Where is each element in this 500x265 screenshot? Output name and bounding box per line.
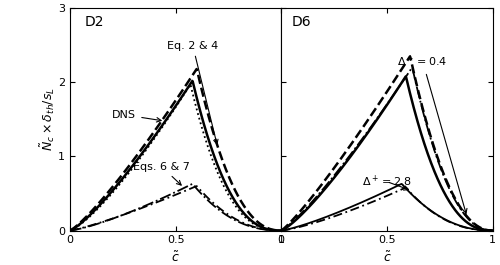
Text: $\Delta^+=0.4$: $\Delta^+=0.4$ <box>398 54 467 213</box>
Text: $\Delta^+=2.8$: $\Delta^+=2.8$ <box>362 174 412 190</box>
X-axis label: $\tilde{c}$: $\tilde{c}$ <box>172 251 180 265</box>
Text: Eq. 2 & 4: Eq. 2 & 4 <box>167 41 218 144</box>
X-axis label: $\tilde{c}$: $\tilde{c}$ <box>382 251 391 265</box>
Text: D6: D6 <box>292 15 312 29</box>
Text: D2: D2 <box>85 15 104 29</box>
Text: Eqs. 6 & 7: Eqs. 6 & 7 <box>134 162 190 185</box>
Y-axis label: $\tilde{N}_c \times \delta_{th}/s_L$: $\tilde{N}_c \times \delta_{th}/s_L$ <box>38 87 56 151</box>
Text: DNS: DNS <box>112 110 161 122</box>
